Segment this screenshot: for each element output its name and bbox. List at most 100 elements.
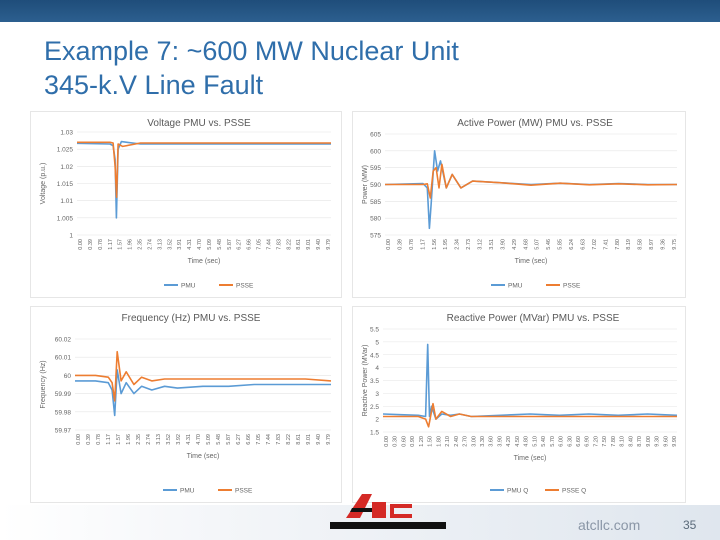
x-tick-label: 5.48 — [217, 239, 223, 250]
x-tick-label: 4.68 — [523, 239, 529, 250]
x-tick-label: 0.90 — [410, 436, 416, 447]
x-tick-label: 6.00 — [559, 436, 565, 447]
frequency-chart: Frequency (Hz) PMU vs. PSSE 60.02 60.01 60 5… — [40, 313, 332, 495]
legend-label: PMU — [181, 283, 196, 290]
x-tick-label: 4.80 — [524, 436, 530, 447]
x-tick-label: 6.24 — [569, 239, 575, 250]
x-tick-label: 5.09 — [206, 434, 212, 445]
x-tick-label: 8.22 — [286, 434, 292, 445]
slide-title: Example 7: ~600 MW Nuclear Unit 345-k.V … — [44, 34, 459, 102]
x-tick-label: 7.41 — [603, 239, 609, 250]
slide-title-line-1: Example 7: ~600 MW Nuclear Unit — [44, 36, 459, 66]
x-tick-label: 2.40 — [454, 436, 460, 447]
y-tick-label: 2 — [375, 417, 379, 424]
x-tick-label: 7.50 — [602, 436, 608, 447]
x-tick-label: 8.40 — [628, 436, 634, 447]
y-tick-label: 2.5 — [370, 404, 379, 411]
y-tick-label: 60.01 — [55, 355, 72, 362]
x-tick-label: 0.00 — [384, 436, 390, 447]
x-axis-label: Time (sec) — [188, 258, 221, 265]
series-line-pmu-q — [382, 343, 678, 420]
x-tick-label: 0.39 — [86, 434, 92, 445]
logo-mark-bar — [350, 508, 378, 512]
x-tick-label: 9.01 — [306, 434, 312, 445]
reactive-power-chart-panel: Reactive Power (MVar) PMU vs. PSSE 5.5 5 4.… — [352, 306, 686, 503]
reactive-power-chart: Reactive Power (MVar) PMU vs. PSSE 5.5 5 4.… — [362, 313, 678, 495]
y-tick-label: 5.5 — [370, 327, 379, 334]
top-bar — [0, 0, 720, 22]
x-tick-label: 5.87 — [226, 434, 232, 445]
x-tick-label: 6.90 — [585, 436, 591, 447]
x-tick-label: 9.40 — [316, 434, 322, 445]
x-tick-label: 3.52 — [166, 434, 172, 445]
atc-logo — [330, 494, 446, 529]
legend-label: PSSE — [563, 283, 581, 290]
x-tick-label: 3.13 — [156, 434, 162, 445]
legend-label: PSSE — [235, 488, 253, 495]
x-tick-label: 7.05 — [256, 434, 262, 445]
x-tick-label: 9.30 — [655, 436, 661, 447]
x-tick-label: 6.27 — [236, 434, 242, 445]
y-tick-label: 1.02 — [60, 164, 73, 171]
chart-title: Voltage PMU vs. PSSE — [147, 118, 251, 129]
x-tick-label: 4.70 — [196, 434, 202, 445]
voltage-chart: Voltage PMU vs. PSSE 1.03 1.025 1.02 1.015 1.… — [40, 118, 332, 290]
x-tick-label: 2.35 — [138, 239, 144, 250]
x-tick-label: 6.60 — [576, 436, 582, 447]
x-tick-label: 0.60 — [401, 436, 407, 447]
y-tick-label: 60.02 — [55, 337, 72, 344]
slide-title-line-2: 345-k.V Line Fault — [44, 70, 264, 100]
legend-label: PMU — [508, 283, 523, 290]
x-tick-label: 8.61 — [296, 434, 302, 445]
x-tick-label: 8.10 — [620, 436, 626, 447]
y-tick-label: 1.005 — [57, 215, 74, 222]
x-tick-label: 4.70 — [197, 239, 203, 250]
x-tick-label: 2.73 — [466, 239, 472, 250]
x-tick-label: 4.31 — [187, 239, 193, 250]
y-tick-label: 4 — [375, 365, 379, 372]
x-tick-label: 0.00 — [76, 434, 82, 445]
y-tick-label: 590 — [370, 182, 381, 189]
x-tick-label: 7.20 — [593, 436, 599, 447]
x-tick-label: 4.50 — [515, 436, 521, 447]
x-tick-label: 8.70 — [637, 436, 643, 447]
x-tick-label: 0.30 — [393, 436, 399, 447]
x-tick-label: 9.01 — [306, 239, 312, 250]
x-tick-label: 1.80 — [436, 436, 442, 447]
x-tick-label: 5.40 — [541, 436, 547, 447]
x-tick-label: 7.44 — [266, 239, 272, 250]
y-tick-label: 3.5 — [370, 378, 379, 385]
y-tick-label: 60 — [64, 373, 72, 380]
x-tick-label: 2.34 — [455, 239, 461, 250]
x-tick-label: 7.44 — [266, 434, 272, 445]
x-tick-label: 4.31 — [186, 434, 192, 445]
y-tick-label: 3 — [375, 391, 379, 398]
voltage-chart-panel: Voltage PMU vs. PSSE 1.03 1.025 1.02 1.015 1.… — [30, 111, 342, 298]
x-tick-label: 9.79 — [326, 239, 332, 250]
x-tick-label: 3.90 — [500, 239, 506, 250]
logo-mark-a — [346, 494, 372, 518]
x-tick-label: 5.48 — [216, 434, 222, 445]
legend-label: PMU — [180, 488, 195, 495]
x-tick-label: 9.75 — [672, 239, 678, 250]
x-tick-label: 1.17 — [108, 239, 114, 250]
y-axis-label: Voltage (p.u.) — [40, 163, 47, 205]
chart-title: Active Power (MW) PMU vs. PSSE — [457, 118, 613, 129]
x-tick-label: 1.57 — [116, 434, 122, 445]
y-tick-label: 5 — [375, 339, 379, 346]
x-tick-label: 1.56 — [432, 239, 438, 250]
y-tick-label: 59.98 — [55, 409, 72, 416]
active-power-chart: Active Power (MW) PMU vs. PSSE 605 600 595 5… — [362, 118, 678, 290]
logo-text-band — [330, 522, 446, 529]
x-tick-label: 3.30 — [480, 436, 486, 447]
x-tick-label: 9.90 — [672, 436, 678, 447]
legend-label: PMU Q — [507, 488, 528, 495]
legend-label: PSSE — [236, 283, 254, 290]
x-tick-label: 7.02 — [592, 239, 598, 250]
x-axis-label: Time (sec) — [187, 453, 220, 460]
y-tick-label: 1.5 — [370, 430, 379, 437]
x-tick-label: 0.78 — [98, 239, 104, 250]
x-tick-label: 9.40 — [316, 239, 322, 250]
x-tick-label: 3.92 — [176, 434, 182, 445]
x-tick-label: 3.90 — [497, 436, 503, 447]
